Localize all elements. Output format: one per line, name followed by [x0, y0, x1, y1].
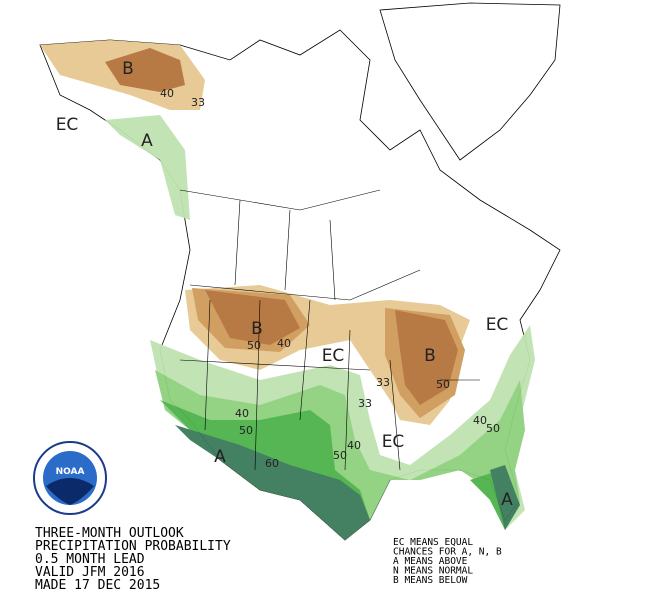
map-label: 40 [160, 87, 174, 100]
borders [179, 189, 480, 471]
us-above-mid [155, 370, 525, 540]
title-line: 0.5 MONTH LEAD [35, 552, 145, 567]
map-label: 33 [358, 397, 372, 410]
title-line: MADE 17 DEC 2015 [35, 578, 160, 593]
map-label: EC [486, 315, 509, 335]
map-label: A [141, 131, 153, 151]
map-label: A [214, 447, 226, 467]
map-label: 50 [486, 422, 500, 435]
map-label: 50 [436, 378, 450, 391]
title-line: THREE-MONTH OUTLOOK [35, 526, 184, 541]
map-label: EC [56, 115, 79, 135]
us-above-max [175, 425, 520, 540]
map-label: B [122, 59, 134, 79]
map-label: 50 [333, 449, 347, 462]
map-label: 33 [376, 376, 390, 389]
noaa-logo: NOAA [33, 441, 107, 515]
title-line: PRECIPITATION PROBABILITY [35, 539, 231, 554]
legend-line: EC MEANS EQUAL [393, 537, 473, 548]
map-label: B [424, 346, 436, 366]
map-label: 50 [239, 424, 253, 437]
alaska-below-core [105, 48, 185, 92]
title-line: VALID JFM 2016 [35, 565, 145, 580]
legend-line: CHANCES FOR A, N, B [393, 547, 502, 558]
precip-shading [40, 40, 535, 540]
alaska-above [105, 115, 190, 220]
logo-text: NOAA [56, 467, 85, 477]
us-below-core [205, 290, 458, 405]
map-label: EC [322, 346, 345, 366]
legend-line: B MEANS BELOW [393, 575, 468, 586]
legend-line: A MEANS ABOVE [393, 556, 468, 567]
map-label: 60 [265, 457, 279, 470]
legend-line: N MEANS NORMAL [393, 566, 473, 577]
map-label: 50 [247, 339, 261, 352]
map-label: 40 [347, 439, 361, 452]
map-label: EC [382, 432, 405, 452]
us-above-strong [160, 400, 520, 540]
map-label: 40 [473, 414, 487, 427]
map-label: A [501, 490, 513, 510]
map-label: 40 [277, 337, 291, 350]
greenland [379, 2, 561, 161]
map-label: B [251, 319, 263, 339]
map-label: 33 [191, 96, 205, 109]
map-label: 40 [235, 407, 249, 420]
